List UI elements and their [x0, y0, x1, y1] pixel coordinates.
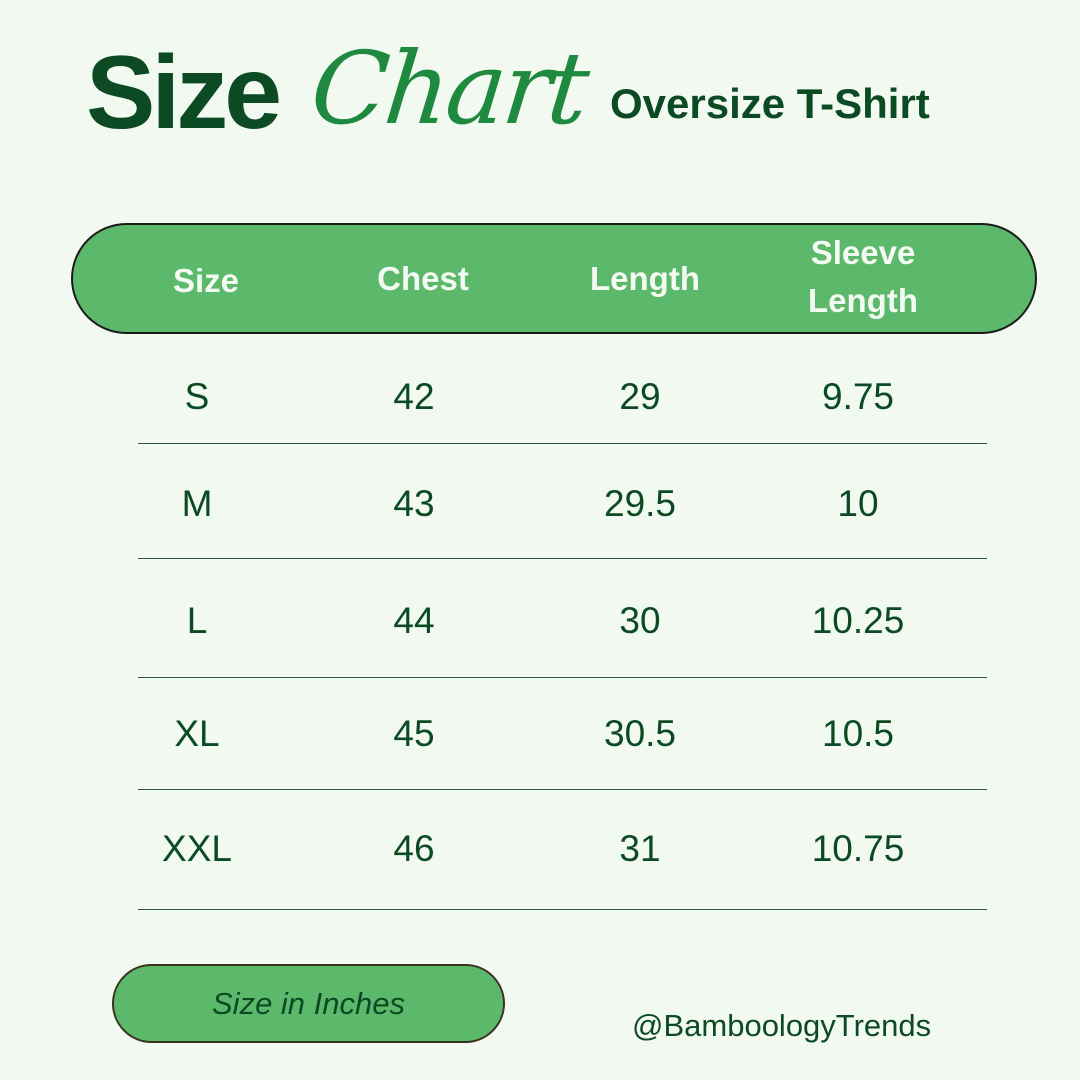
row-divider — [138, 909, 987, 910]
cell-length: 29.5 — [603, 483, 677, 524]
row-divider — [138, 677, 987, 678]
cell-size: XL — [174, 713, 220, 754]
cell-sleeve-length: 10.25 — [811, 600, 905, 641]
cell-sleeve-length: 10.5 — [821, 713, 895, 754]
cell-chest: 42 — [393, 376, 435, 417]
cell-chest: 46 — [393, 828, 435, 869]
cell-length: 29 — [619, 376, 661, 417]
cell-size: M — [181, 483, 213, 524]
table-row: XL 45 30.5 10.5 — [0, 704, 1080, 764]
header-length: Length — [590, 260, 700, 297]
header-size: Size — [172, 262, 240, 299]
cell-chest: 43 — [393, 483, 435, 524]
row-divider — [138, 558, 987, 559]
title-size: Size — [86, 35, 282, 151]
cell-chest: 44 — [393, 600, 435, 641]
cell-size: L — [186, 600, 208, 641]
cell-size: S — [184, 376, 210, 417]
table-header: Size Chest Length Sleeve Length — [71, 223, 1037, 334]
cell-length: 30 — [619, 600, 661, 641]
table-row: XXL 46 31 10.75 — [0, 819, 1080, 879]
header-sleeve-length: Sleeve Length — [808, 234, 918, 319]
social-handle: @BamboologyTrends — [632, 1008, 932, 1043]
cell-sleeve-length: 10 — [837, 483, 879, 524]
cell-sleeve-length: 9.75 — [821, 376, 895, 417]
table-row: S 42 29 9.75 — [0, 367, 1080, 427]
cell-length: 31 — [619, 828, 661, 869]
title-chart-script: Chart — [305, 30, 592, 147]
units-badge: Size in Inches — [112, 964, 505, 1043]
cell-sleeve-length: 10.75 — [811, 828, 905, 869]
row-divider — [138, 789, 987, 790]
table-row: M 43 29.5 10 — [0, 474, 1080, 534]
cell-size: XXL — [162, 828, 232, 869]
cell-length: 30.5 — [603, 713, 677, 754]
header-chest: Chest — [377, 260, 469, 297]
row-divider — [138, 443, 987, 444]
product-subtitle: Oversize T-Shirt — [610, 80, 930, 127]
table-row: L 44 30 10.25 — [0, 591, 1080, 651]
cell-chest: 45 — [393, 713, 435, 754]
